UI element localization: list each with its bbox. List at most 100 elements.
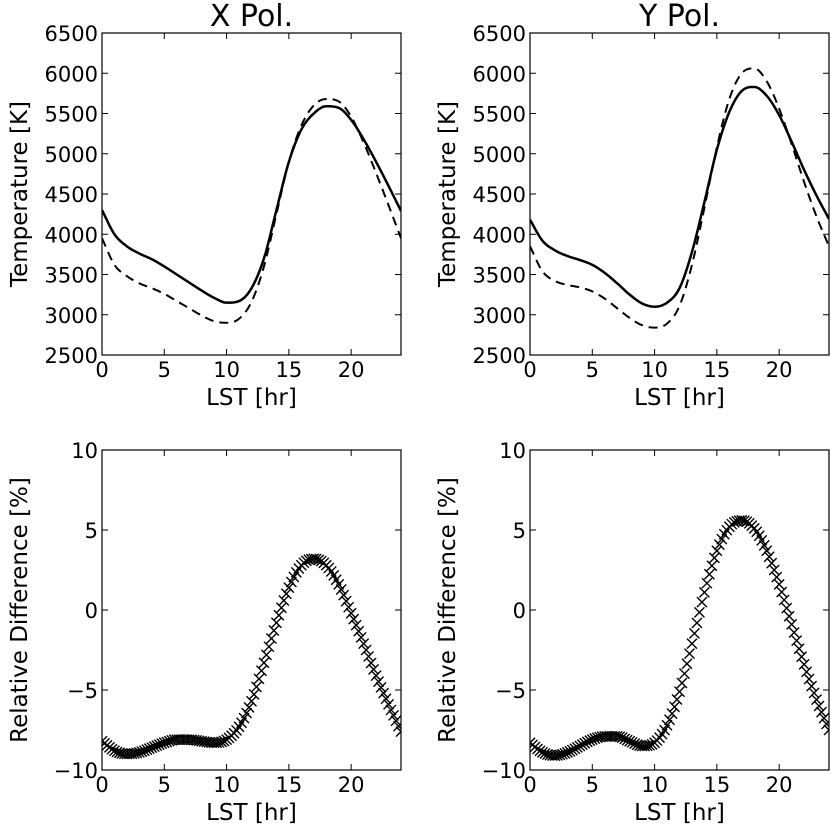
y-pol-reldiff-panel: 0 5 10 15 20 −10 −5 0 5 10 LST [hr] Relative Differ…: [435, 439, 830, 826]
x-marker: [776, 586, 788, 598]
x-tick-label: 15: [276, 358, 303, 382]
x-marker: [275, 602, 287, 614]
y-tick-label: −5: [495, 679, 526, 703]
x-marker: [801, 666, 813, 678]
x-marker: [681, 658, 693, 670]
x-marker: [358, 638, 370, 650]
y-tick-label: 5000: [473, 143, 526, 167]
x-marker: [818, 712, 829, 724]
x-marker: [373, 676, 385, 688]
x-marker: [273, 609, 285, 621]
x-marker: [771, 571, 783, 583]
x-axis-label: LST [hr]: [634, 800, 725, 826]
x-marker: [393, 720, 401, 732]
y-tick-label: 6500: [45, 22, 98, 46]
y-tick-label: 6500: [473, 22, 526, 46]
x-axis-label: LST [hr]: [206, 385, 297, 411]
x-marker: [569, 743, 581, 755]
x-marker: [248, 688, 260, 700]
y-tick-label: 5: [85, 519, 98, 543]
x-marker: [766, 557, 778, 569]
x-marker: [708, 552, 720, 564]
x-tick-label: 0: [95, 773, 108, 797]
x-marker: [706, 560, 718, 572]
x-marker: [355, 631, 367, 643]
x-marker: [691, 617, 703, 629]
x-tick-label: 5: [158, 358, 171, 382]
y-tick-label: 6000: [473, 62, 526, 86]
x-marker: [343, 601, 355, 613]
x-marker: [280, 588, 292, 600]
x-marker: [778, 594, 790, 606]
y-tick-label: 3500: [473, 264, 526, 288]
x-marker: [671, 694, 683, 705]
x-tick-label: 0: [95, 358, 108, 382]
x-marker: [666, 708, 678, 720]
plot-area: [102, 553, 401, 760]
axes-frame: [529, 32, 830, 356]
x-marker: [380, 693, 392, 705]
series-line-solid: [530, 85, 829, 308]
x-marker: [683, 648, 695, 660]
x-marker: [335, 584, 347, 596]
plot-area: [530, 67, 829, 329]
y-tick-label: 4500: [473, 183, 526, 207]
x-marker: [664, 714, 676, 726]
y-tick-label: −5: [67, 679, 98, 703]
x-marker: [808, 687, 820, 699]
x-marker: [813, 700, 825, 712]
x-tick-label: 5: [586, 773, 599, 797]
x-marker: [703, 568, 715, 580]
y-tick-label: 4500: [45, 183, 98, 207]
axes-frame: [101, 32, 402, 356]
x-marker: [676, 677, 688, 689]
x-tick-label: 0: [523, 358, 536, 382]
x-marker: [698, 586, 710, 598]
plot-area: [530, 514, 829, 762]
x-marker: [678, 668, 690, 680]
x-tick-label: 20: [338, 358, 365, 382]
x-marker: [365, 657, 377, 669]
y-tick-label: −10: [54, 759, 98, 783]
y-pol-temperature-panel: Y Pol. 0 5 10 15 20 2500 3000 3500 4000 4500 5000 55…: [435, 0, 830, 411]
x-marker: [796, 651, 808, 663]
x-marker: [268, 625, 280, 637]
series-line-dashed: [530, 67, 829, 329]
x-marker: [395, 726, 401, 738]
x-marker: [793, 643, 805, 655]
x-marker: [669, 701, 681, 713]
y-tick-label: 5500: [473, 103, 526, 127]
x-marker: [246, 695, 257, 707]
x-marker: [786, 618, 798, 630]
x-marker: [218, 735, 230, 747]
x-pol-reldiff-panel: 0 5 10 15 20 −10 −5 0 5 10 LST [hr] Relative Differ…: [7, 439, 402, 826]
x-axis-label: LST [hr]: [206, 800, 297, 826]
y-tick-label: 3500: [45, 264, 98, 288]
y-tick-label: 3000: [45, 304, 98, 328]
x-marker: [823, 724, 829, 736]
y-tick-label: 2500: [473, 344, 526, 368]
x-tick-label: 0: [523, 773, 536, 797]
x-tick-label: 15: [704, 773, 731, 797]
x-marker: [711, 545, 723, 557]
y-tick-label: 0: [513, 599, 526, 623]
scatter-series: [530, 514, 829, 762]
x-marker: [350, 619, 362, 631]
x-tick-label: 15: [276, 773, 303, 797]
x-marker: [781, 602, 793, 614]
x-marker: [383, 698, 395, 710]
x-marker: [375, 681, 387, 693]
x-tick-label: 20: [766, 358, 793, 382]
y-axis-label: Relative Difference [%]: [435, 477, 461, 743]
x-marker: [688, 627, 700, 639]
x-marker: [255, 665, 267, 677]
scatter-series: [102, 553, 401, 760]
y-tick-label: 0: [85, 599, 98, 623]
x-marker: [360, 644, 372, 656]
x-tick-label: 10: [213, 358, 240, 382]
x-marker: [788, 626, 800, 638]
x-marker: [696, 596, 708, 608]
x-marker: [674, 686, 685, 698]
x-marker: [368, 663, 380, 675]
x-marker: [388, 709, 400, 721]
